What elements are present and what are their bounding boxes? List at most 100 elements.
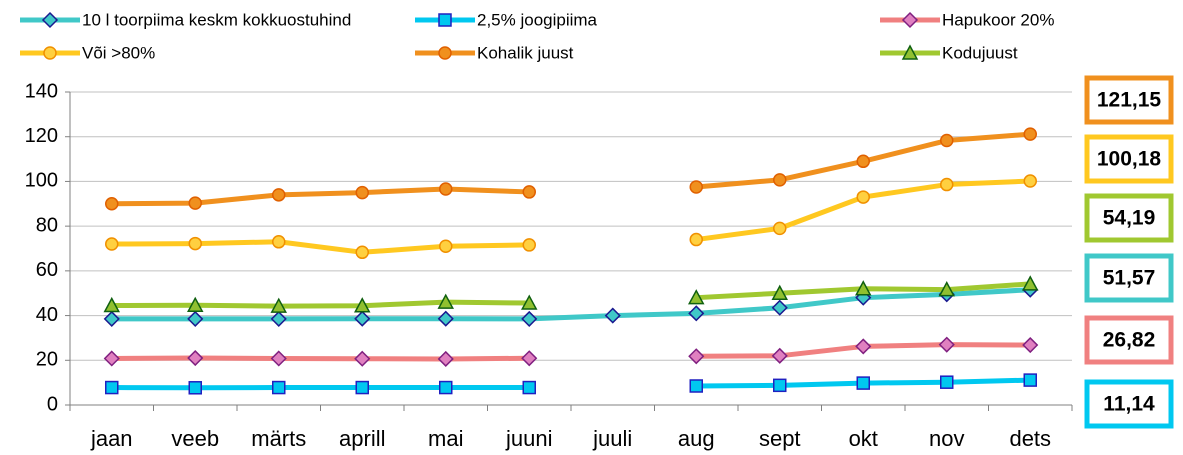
- point-marker: [187, 310, 204, 327]
- point-marker: [437, 293, 455, 309]
- point-marker: [771, 347, 788, 364]
- value-label-box: [1084, 315, 1174, 365]
- point-marker: [856, 376, 870, 390]
- series-line: [111, 178, 1031, 255]
- value-label-box: [1084, 193, 1174, 243]
- value-label: 54,19: [1103, 207, 1156, 230]
- point-marker: [771, 299, 788, 316]
- point-marker: [773, 173, 787, 187]
- point-marker: [272, 235, 286, 249]
- legend-label: Kohalik juust: [477, 43, 574, 62]
- point-marker: [186, 296, 204, 313]
- point-marker: [940, 133, 954, 148]
- x-tick-label: märts: [251, 426, 306, 451]
- point-marker: [854, 280, 872, 296]
- y-tick-label: 120: [25, 125, 58, 147]
- legend-label: 10 l toorpiima keskm kokkuostuhind: [82, 10, 351, 29]
- series-line: [111, 287, 1031, 322]
- y-tick-label: 140: [25, 80, 58, 102]
- value-label: 11,14: [1103, 393, 1155, 416]
- point-marker: [439, 182, 453, 196]
- point-marker: [354, 350, 371, 367]
- x-tick-label: juuli: [592, 426, 632, 451]
- legend-marker: [41, 11, 59, 29]
- point-marker: [437, 350, 454, 368]
- y-tick-label: 100: [25, 170, 58, 192]
- point-marker: [521, 350, 538, 367]
- y-tick-label: 80: [36, 214, 58, 236]
- legend-label: Kodujuust: [942, 43, 1018, 62]
- point-marker: [103, 310, 120, 327]
- point-marker: [940, 177, 954, 192]
- point-marker: [188, 236, 202, 251]
- legend-label: 2,5% joogipiima: [477, 10, 598, 29]
- x-tick-label: aug: [678, 426, 715, 451]
- value-label-box: [1084, 134, 1174, 184]
- point-marker: [1021, 275, 1039, 291]
- point-marker: [689, 180, 703, 194]
- x-tick-label: nov: [929, 426, 964, 451]
- y-tick-label: 60: [36, 259, 58, 281]
- point-marker: [773, 378, 787, 393]
- legend-marker: [438, 46, 452, 60]
- x-tick-label: jaan: [90, 426, 133, 451]
- point-marker: [773, 221, 787, 236]
- value-label-box: [1084, 379, 1174, 429]
- point-marker: [522, 238, 536, 252]
- legend-marker: [901, 11, 919, 29]
- point-marker: [522, 185, 536, 199]
- legend-label: Hapukoor 20%: [942, 10, 1054, 29]
- legend-label: Või >80%: [82, 43, 155, 62]
- point-marker: [604, 307, 621, 324]
- y-tick-label: 40: [36, 304, 58, 326]
- point-marker: [439, 239, 453, 254]
- legend-marker: [43, 46, 57, 60]
- series-line: [111, 342, 1031, 362]
- point-marker: [1023, 127, 1037, 141]
- point-marker: [272, 380, 286, 395]
- value-label-box: [1084, 75, 1174, 125]
- x-tick-label: okt: [849, 426, 878, 451]
- value-label: 100,18: [1097, 148, 1162, 171]
- point-marker: [689, 232, 703, 247]
- point-marker: [105, 237, 119, 251]
- point-marker: [688, 348, 705, 365]
- x-tick-label: aprill: [339, 426, 385, 451]
- point-marker: [689, 379, 703, 393]
- point-marker: [355, 245, 369, 260]
- point-marker: [1022, 336, 1039, 354]
- value-label: 51,57: [1103, 267, 1156, 290]
- series-line: [111, 377, 1031, 391]
- point-marker: [855, 338, 872, 355]
- point-marker: [188, 381, 202, 395]
- x-tick-label: juuni: [505, 426, 552, 451]
- point-marker: [771, 284, 789, 300]
- x-tick-label: dets: [1009, 426, 1051, 451]
- legend-marker: [901, 44, 919, 60]
- legend-marker: [438, 13, 452, 27]
- point-marker: [437, 310, 454, 327]
- point-marker: [270, 310, 287, 327]
- point-marker: [355, 185, 369, 200]
- x-tick-label: veeb: [171, 426, 219, 451]
- point-marker: [353, 297, 371, 313]
- point-marker: [188, 196, 202, 210]
- point-marker: [272, 188, 286, 202]
- point-marker: [521, 310, 538, 327]
- point-marker: [354, 310, 371, 327]
- point-marker: [270, 350, 287, 367]
- y-tick-label: 0: [47, 393, 58, 415]
- point-marker: [103, 296, 121, 313]
- value-label: 121,15: [1097, 89, 1162, 112]
- point-marker: [105, 197, 119, 211]
- point-marker: [1023, 174, 1037, 188]
- x-tick-label: sept: [759, 426, 801, 451]
- point-marker: [938, 281, 956, 297]
- point-marker: [103, 350, 120, 367]
- y-tick-label: 20: [36, 349, 58, 371]
- value-label: 26,82: [1103, 329, 1156, 352]
- point-marker: [439, 380, 453, 395]
- point-marker: [187, 349, 204, 367]
- point-marker: [856, 154, 870, 169]
